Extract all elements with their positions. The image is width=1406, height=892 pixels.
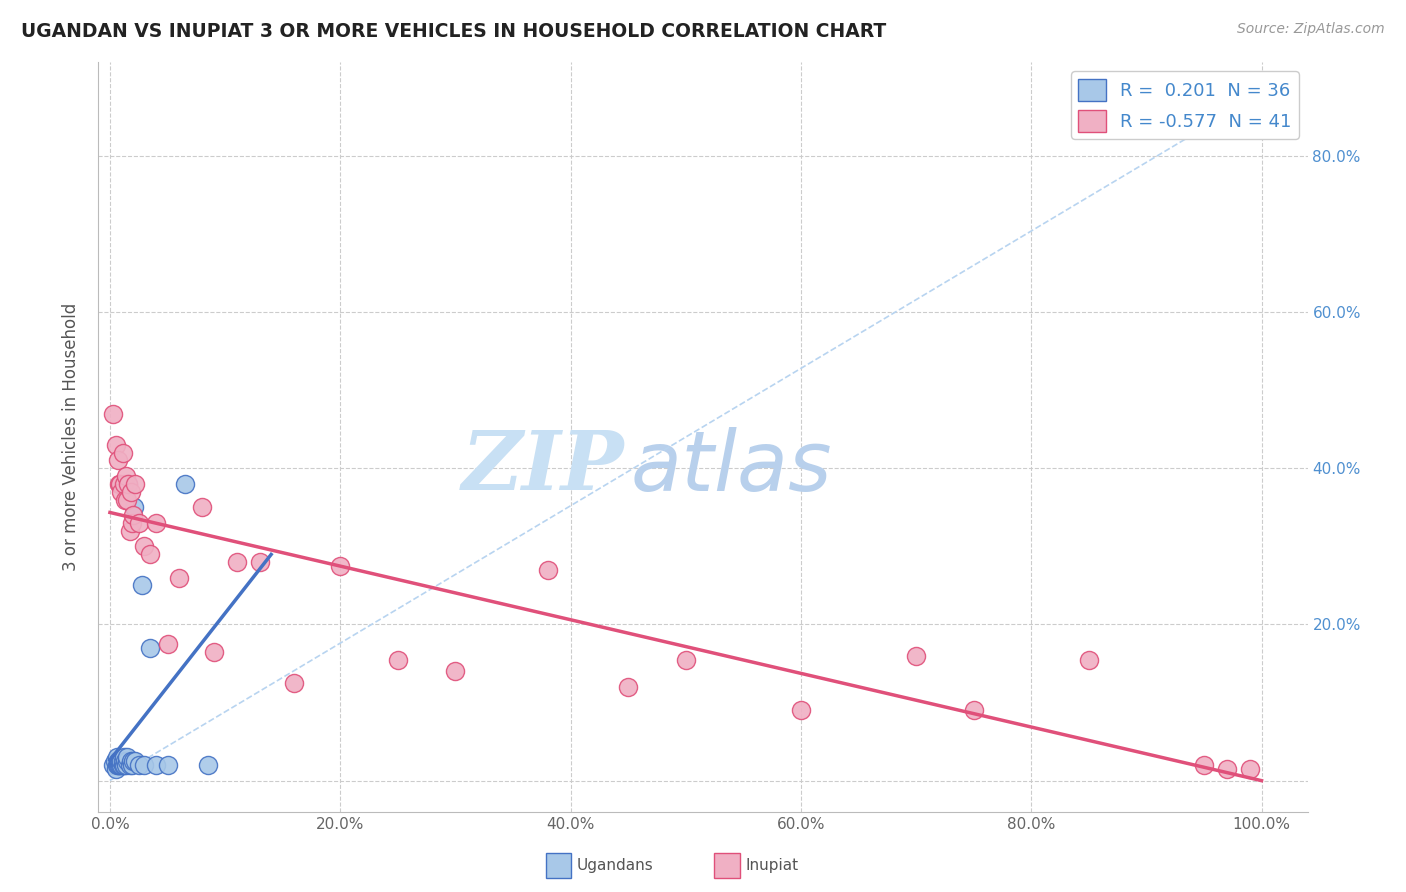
Point [134, 539, 156, 553]
Point [1216, 762, 1239, 776]
Point [112, 758, 135, 772]
Legend: R =  0.201  N = 36, R = -0.577  N = 41: R = 0.201 N = 36, R = -0.577 N = 41 [1071, 71, 1299, 139]
Point [111, 758, 134, 772]
Point [790, 703, 813, 717]
Point [145, 516, 167, 530]
Point [104, 438, 127, 452]
Text: Source: ZipAtlas.com: Source: ZipAtlas.com [1237, 22, 1385, 37]
Point [107, 754, 129, 768]
Point [107, 453, 129, 467]
Point [115, 758, 138, 772]
Point [115, 754, 138, 768]
Point [173, 476, 195, 491]
Point [124, 754, 146, 768]
Point [120, 754, 142, 768]
Point [110, 758, 132, 772]
Point [191, 500, 214, 515]
Point [122, 500, 145, 515]
Point [444, 664, 467, 679]
Point [1192, 758, 1215, 772]
Point [108, 754, 131, 768]
Point [121, 516, 143, 530]
Point [110, 754, 132, 768]
Point [103, 407, 125, 421]
Point [108, 476, 131, 491]
Point [111, 446, 134, 460]
Point [675, 652, 697, 666]
Point [905, 648, 928, 663]
Point [110, 476, 132, 491]
Point [329, 558, 352, 573]
Point [128, 758, 150, 772]
Point [118, 758, 141, 772]
Point [202, 645, 225, 659]
Point [124, 476, 146, 491]
Point [105, 750, 128, 764]
Point [962, 703, 984, 717]
Point [114, 492, 136, 507]
Point [110, 754, 132, 768]
Point [145, 758, 167, 772]
Point [115, 750, 138, 764]
Point [117, 476, 139, 491]
Y-axis label: 3 or more Vehicles in Household: 3 or more Vehicles in Household [62, 303, 80, 571]
Point [110, 484, 132, 499]
Point [387, 652, 409, 666]
Point [122, 754, 145, 768]
Point [105, 758, 128, 772]
Point [249, 555, 271, 569]
Point [118, 524, 141, 538]
Point [128, 516, 150, 530]
Point [104, 762, 127, 776]
Point [111, 754, 134, 768]
Point [283, 676, 305, 690]
Text: Inupiat: Inupiat [745, 858, 799, 872]
Point [112, 476, 135, 491]
Point [112, 750, 135, 764]
Point [131, 578, 153, 592]
Point [110, 758, 132, 772]
Point [139, 547, 162, 561]
Point [134, 758, 156, 772]
Point [197, 758, 219, 772]
Point [117, 476, 139, 491]
Point [114, 754, 136, 768]
Point [225, 555, 247, 569]
Point [139, 640, 162, 655]
Point [103, 754, 125, 768]
Text: UGANDAN VS INUPIAT 3 OR MORE VEHICLES IN HOUSEHOLD CORRELATION CHART: UGANDAN VS INUPIAT 3 OR MORE VEHICLES IN… [21, 22, 886, 41]
Text: atlas: atlas [630, 426, 832, 508]
Point [1239, 762, 1261, 776]
Point [115, 492, 138, 507]
Point [617, 680, 640, 694]
Point [108, 758, 131, 772]
Point [107, 758, 129, 772]
FancyBboxPatch shape [714, 853, 740, 878]
Point [103, 758, 125, 772]
Point [115, 469, 138, 483]
Point [1077, 652, 1099, 666]
Point [120, 484, 142, 499]
Point [156, 758, 179, 772]
Point [121, 758, 143, 772]
Text: Ugandans: Ugandans [576, 858, 654, 872]
Point [156, 637, 179, 651]
Point [167, 571, 190, 585]
Point [122, 508, 145, 523]
Point [536, 563, 558, 577]
Text: ZIP: ZIP [461, 427, 624, 507]
FancyBboxPatch shape [546, 853, 571, 878]
